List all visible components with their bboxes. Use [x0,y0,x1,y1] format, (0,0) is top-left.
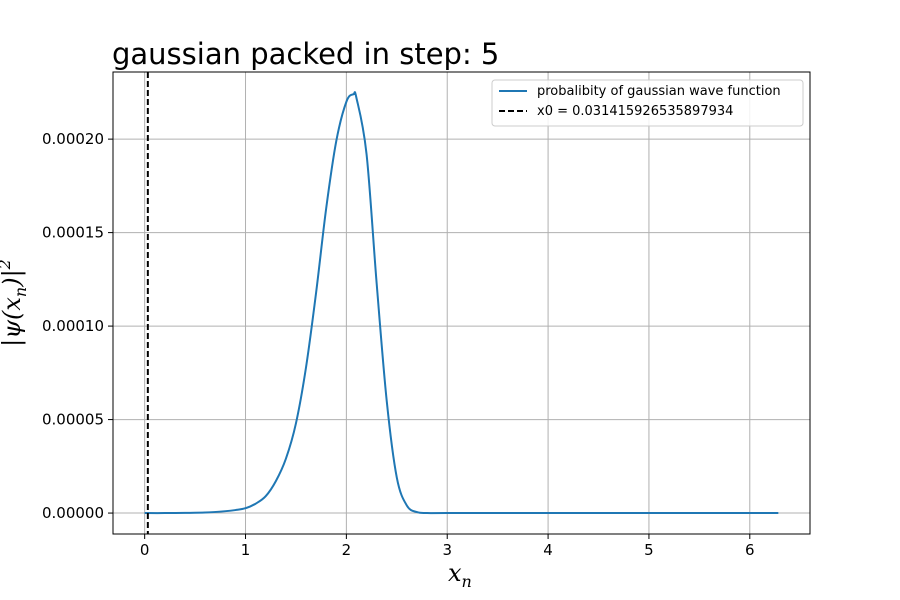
y-tick-label-1: 0.00005 [42,411,104,429]
plot-frame [112,71,811,535]
x-tick-label-5: 5 [644,541,654,559]
legend-label-x0: x0 = 0.031415926535897934 [537,104,733,119]
x-tick-label-3: 3 [442,541,452,559]
wave-function-line [144,91,779,515]
axis-ticks: 0 1 2 3 4 5 6 0.00000 0.00005 0.00010 0.00015 0.000… [42,130,755,559]
y-tick-label-4: 0.00020 [42,130,104,148]
y-tick-label-2: 0.00010 [42,317,104,335]
grid-lines [113,72,810,534]
plot-area [113,72,810,534]
y-tick-label-0: 0.00000 [42,504,104,522]
y-axis-label: |ψ(xn)|2 [0,259,30,347]
x-tick-label-1: 1 [241,541,251,559]
legend-box [491,79,804,127]
x-tick-label-4: 4 [543,541,553,559]
x-tick-label-2: 2 [342,541,352,559]
x-axis-label: xn [448,559,472,591]
chart-title: gaussian packed in step: 5 [112,37,499,71]
x-tick-label-6: 6 [745,541,755,559]
x-tick-label-0: 0 [140,541,150,559]
series-lines [144,72,779,534]
legend-label-wave: probalibity of gaussian wave function [537,84,781,99]
legend: probalibity of gaussian wave function x0… [491,79,804,127]
y-tick-label-3: 0.00015 [42,224,104,242]
